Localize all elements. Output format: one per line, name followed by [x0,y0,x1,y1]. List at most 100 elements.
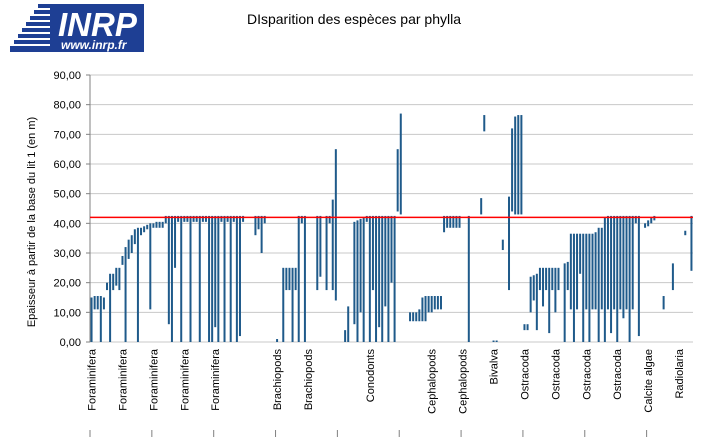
x-tick-label: Calcite algae [643,349,655,413]
range-bar [634,215,637,224]
range-bar [316,215,319,291]
range-bar [331,199,334,291]
range-bar [662,296,665,310]
range-bar [436,296,439,310]
range-bar [418,309,421,322]
range-bar [109,273,112,342]
range-bar [198,215,201,342]
range-bar [563,263,566,342]
range-bar [542,267,545,307]
range-bar [347,306,350,342]
x-tick-label: Cephalopods [427,349,439,414]
range-bar [603,217,606,342]
y-tick-label: 10,00 [53,307,81,319]
y-tick-label: 50,00 [53,189,81,201]
x-tick-label: Ostracoda [612,348,624,400]
range-bar [359,218,362,313]
range-bar [300,215,303,224]
range-bar [613,215,616,310]
range-bar [619,215,622,310]
range-bar [121,255,124,265]
range-bar [115,267,118,286]
y-tick-label: 30,00 [53,248,81,260]
range-bar [569,233,572,310]
range-bar [177,215,180,222]
x-tick-label: Brachiopods [303,349,315,411]
x-tick-label: Ostracoda [550,348,562,400]
range-bar [161,221,164,228]
logo-stripe [14,40,52,44]
range-bar [433,296,436,310]
y-tick-label: 90,00 [53,70,81,82]
x-tick-label: Brachiopods [272,349,284,411]
range-bar [600,227,603,310]
range-bar [378,215,381,328]
range-bar [334,149,337,301]
x-tick-label: Foraminifera [117,348,129,411]
logo-stripe [38,4,52,8]
range-bar [133,229,136,245]
range-bar [155,221,158,228]
x-tick-label: Radiolaria [674,348,686,398]
logo-stripe [18,34,52,38]
range-bar [158,221,161,228]
range-bar [186,215,189,222]
range-bar [140,227,143,236]
logo-stripe [34,10,52,14]
range-bar [381,215,384,342]
range-bar [443,215,446,233]
range-bar [226,215,229,222]
range-bar [362,217,365,342]
range-bar [529,276,532,313]
range-bar [628,215,631,342]
range-bar [368,215,371,342]
range-bar [229,215,232,342]
range-bar [356,220,359,342]
y-tick-label: 60,00 [53,159,81,171]
range-bar [449,215,452,228]
range-bar [576,233,579,310]
range-bar [204,215,207,222]
range-bar [514,116,517,215]
range-bar [106,282,109,291]
range-bar [214,215,217,328]
range-bar [548,267,551,334]
range-bar [232,215,235,222]
range-bar [446,215,449,228]
range-bar [130,235,133,253]
range-bar [208,215,211,342]
range-bar [174,215,177,268]
x-tick-label: Foraminifera [148,348,160,411]
range-bar [99,296,102,342]
range-bar [217,215,220,342]
range-bar [492,340,495,342]
range-bar [242,215,245,222]
x-axis-labels: Foraminifera Foraminifera Foraminifera Fora… [87,348,687,414]
range-bar [399,113,402,215]
range-bar [495,340,498,342]
range-bar [409,312,412,322]
range-bar [220,215,223,222]
range-bar [285,267,288,291]
range-bar [554,267,557,313]
range-bar [353,221,356,325]
range-bar [303,215,306,342]
y-tick-label: 40,00 [53,218,81,230]
range-bar [526,324,529,331]
range-bar [143,226,146,233]
range-bar [579,233,582,274]
range-bar [582,233,585,342]
range-bar [396,149,399,212]
x-tick-label: Foraminifera [210,348,222,411]
logo-stripe [10,46,52,52]
range-bar [452,215,455,228]
x-tick-label: Ostracoda [581,348,593,400]
range-bar [112,273,115,291]
range-bar [551,267,554,291]
x-axis-ticks [89,430,648,437]
range-bar [483,115,486,132]
range-bar [606,215,609,310]
range-bar [650,217,653,224]
range-bar [118,267,121,291]
